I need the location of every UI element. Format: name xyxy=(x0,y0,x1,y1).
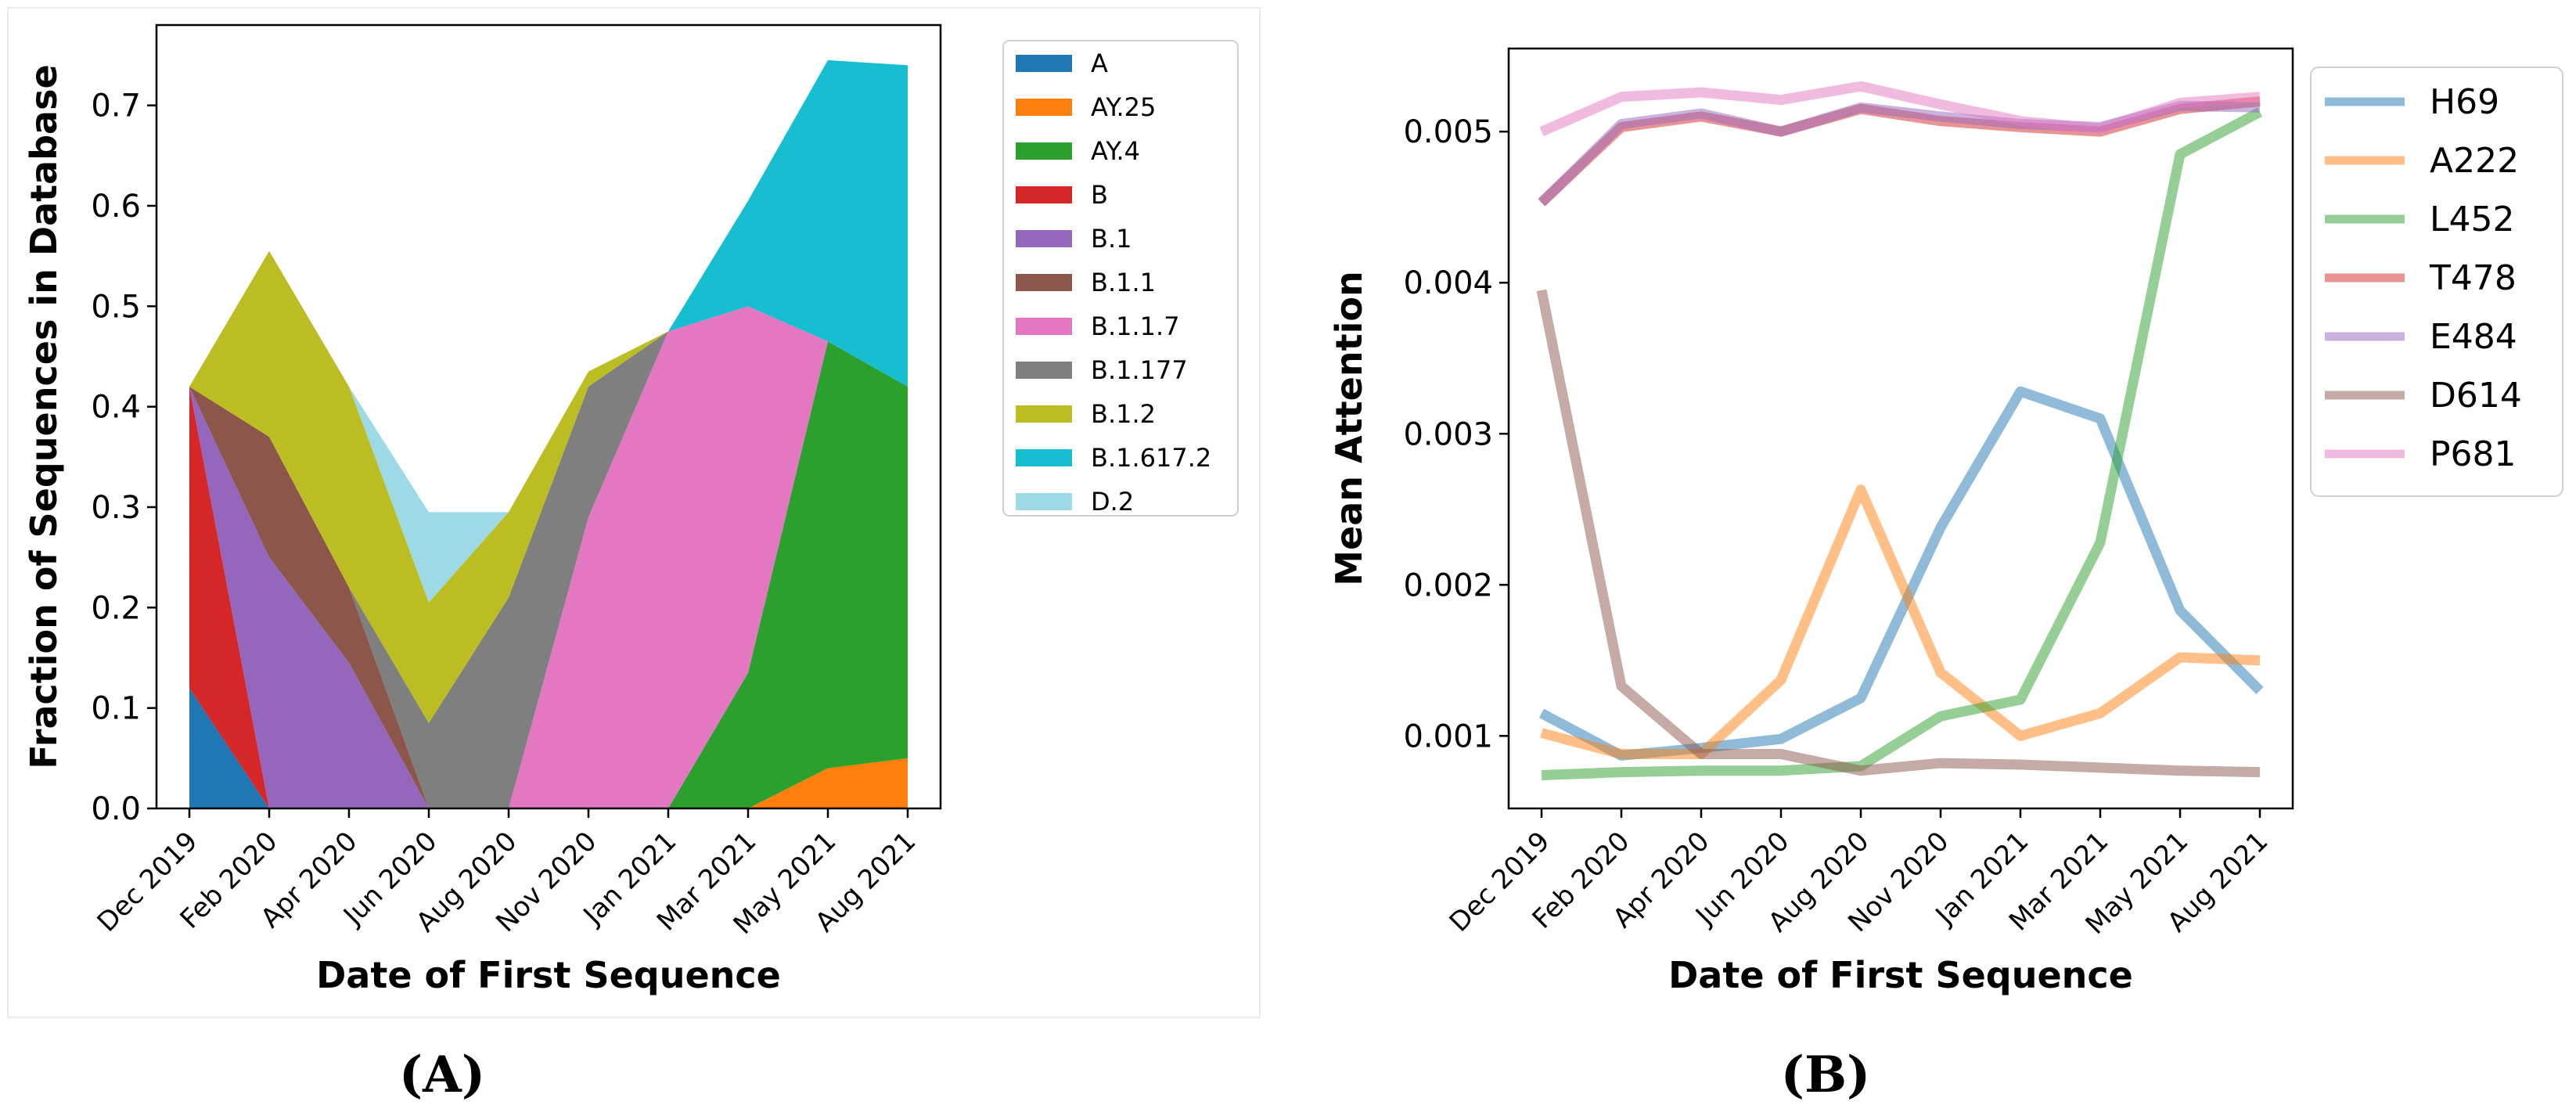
legend-label-b-1-1: B.1.1 xyxy=(1091,268,1156,297)
area-b-1-2 xyxy=(189,250,908,723)
panel-a-ytick-label: 0.2 xyxy=(91,590,141,626)
panel-b-ytick-label: 0.005 xyxy=(1403,114,1493,150)
panel-b-ytick-label: 0.002 xyxy=(1403,567,1493,603)
line-d614 xyxy=(1536,289,2261,778)
panel-a-ytick-label: 0.3 xyxy=(91,490,141,526)
panel-a-ytick-label: 0.0 xyxy=(91,791,141,827)
legend-label-a222: A222 xyxy=(2430,141,2519,181)
area-b-1-617-2 xyxy=(189,59,908,603)
legend-label-b-1-177: B.1.177 xyxy=(1091,355,1188,385)
legend-label-ay-4: AY.4 xyxy=(1091,136,1140,166)
panel-a-x-axis-label: Date of First Sequence xyxy=(316,954,781,996)
panel-b-plot-frame xyxy=(1507,47,2294,810)
panel-a-label: (A) xyxy=(399,1046,485,1104)
panel-a-plot-frame xyxy=(155,23,942,810)
panel-b-x-axis-label: Date of First Sequence xyxy=(1668,954,2133,996)
panel-b-legend: H69 A222 L452 T478 E484 D614 P681 xyxy=(2310,67,2563,497)
legend-label-d614: D614 xyxy=(2430,376,2522,416)
panel-a-ytick-label: 0.6 xyxy=(91,189,141,225)
legend-label-b: B xyxy=(1091,180,1108,210)
legend-swatch-b-1-617-2 xyxy=(1016,449,1072,466)
legend-swatch-b-1-2 xyxy=(1016,405,1072,423)
panel-b-ytick-label: 0.003 xyxy=(1403,416,1493,452)
legend-label-b-1: B.1 xyxy=(1091,224,1131,254)
legend-label-p681: P681 xyxy=(2430,434,2517,474)
panel-a-legend: A AY.25 AY.4 B B.1 B.1.1 B.1.1.7 B.1.177 B.1.2 B.… xyxy=(1002,40,1239,517)
legend-label-b-1-2: B.1.2 xyxy=(1091,399,1156,429)
legend-label-b-1-1-7: B.1.1.7 xyxy=(1091,311,1180,341)
legend-label-h69: H69 xyxy=(2430,82,2499,122)
panel-a-ytick-label: 0.7 xyxy=(91,88,141,124)
panel-a-ytick-label: 0.1 xyxy=(91,691,141,727)
area-b-1 xyxy=(189,341,908,808)
legend-label-l452: L452 xyxy=(2430,200,2515,239)
line-l452 xyxy=(1541,107,2263,781)
panel-a-ytick-label: 0.5 xyxy=(91,289,141,325)
legend-label-b-1-617-2: B.1.617.2 xyxy=(1091,443,1211,473)
panel-b-legend-frame xyxy=(2310,67,2563,497)
legend-swatch-a xyxy=(1016,55,1072,72)
legend-swatch-b xyxy=(1016,186,1072,203)
legend-label-e484: E484 xyxy=(2430,317,2517,357)
legend-label-a: A xyxy=(1091,49,1108,78)
legend-label-ay-25: AY.25 xyxy=(1091,92,1156,122)
legend-label-d-2: D.2 xyxy=(1091,487,1134,517)
panel-b-ytick-label: 0.004 xyxy=(1403,265,1493,301)
area-ay-25 xyxy=(189,688,908,808)
panel-b-label: (B) xyxy=(1781,1046,1871,1104)
area-ay-4 xyxy=(189,341,908,808)
area-b-1-1-7 xyxy=(189,306,908,808)
line-a222 xyxy=(1540,484,2261,760)
legend-swatch-ay-25 xyxy=(1016,99,1072,116)
legend-swatch-b-1-1 xyxy=(1016,274,1072,291)
legend-swatch-ay-4 xyxy=(1016,142,1072,160)
legend-label-t478: T478 xyxy=(2429,258,2517,298)
line-p681 xyxy=(1539,81,2261,137)
legend-swatch-b-1-1-7 xyxy=(1016,318,1072,335)
panel-a-y-axis-label: Fraction of Sequences in Database xyxy=(23,64,65,769)
legend-swatch-d-2 xyxy=(1016,493,1072,510)
panel-b-y-axis-label: Mean Attention xyxy=(1328,271,1370,585)
panel-b-ytick-label: 0.001 xyxy=(1403,718,1493,754)
legend-swatch-b-1 xyxy=(1016,230,1072,247)
area-b-1-1 xyxy=(189,341,908,808)
area-b-1-177 xyxy=(189,306,908,808)
panel-a-ytick-label: 0.4 xyxy=(91,390,141,426)
legend-swatch-b-1-177 xyxy=(1016,362,1072,379)
